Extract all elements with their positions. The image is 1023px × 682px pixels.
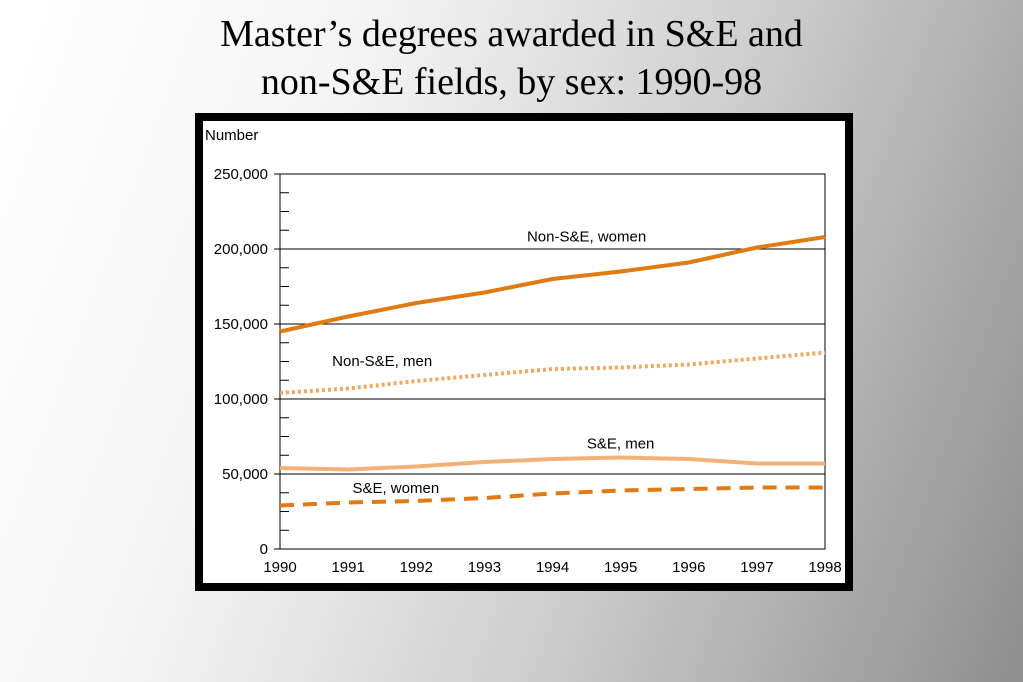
series-label-3: S&E, women bbox=[352, 480, 439, 497]
x-tick-label-4: 1994 bbox=[536, 559, 569, 576]
x-tick-label-3: 1993 bbox=[468, 559, 501, 576]
series-line-1 bbox=[279, 350, 826, 395]
line-chart: Number 0 50,000 100,000 150,000 200,000 250,0… bbox=[205, 127, 842, 576]
y-tick-label-0: 0 bbox=[260, 541, 268, 558]
x-tick-label-6: 1996 bbox=[672, 559, 705, 576]
y-tick-label-5: 250,000 bbox=[214, 166, 268, 183]
series-label-2: S&E, men bbox=[587, 436, 655, 453]
x-tick-label-0: 1990 bbox=[263, 559, 296, 576]
series-label-0: Non-S&E, women bbox=[527, 229, 646, 246]
series-label-1: Non-S&E, men bbox=[332, 353, 432, 370]
series-line-0 bbox=[279, 235, 826, 334]
x-tick-label-2: 1992 bbox=[400, 559, 433, 576]
y-tick-label-3: 150,000 bbox=[214, 316, 268, 333]
y-axis-title: Number bbox=[205, 127, 258, 144]
slide-title-line-2: non-S&E fields, by sex: 1990-98 bbox=[260, 61, 763, 103]
series-line-2 bbox=[279, 455, 825, 472]
x-tick-label-7: 1997 bbox=[740, 559, 773, 576]
slide-title: Master’s degrees awarded in S&E and non-… bbox=[0, 10, 1023, 106]
x-tick-label-8: 1998 bbox=[808, 559, 841, 576]
chart-frame: Number 0 50,000 100,000 150,000 200,000 250,0… bbox=[195, 113, 853, 591]
x-tick-label-1: 1991 bbox=[331, 559, 364, 576]
x-tick-label-5: 1995 bbox=[604, 559, 637, 576]
y-tick-label-4: 200,000 bbox=[214, 241, 268, 258]
chart-panel: Number 0 50,000 100,000 150,000 200,000 250,0… bbox=[203, 121, 845, 583]
y-tick-label-1: 50,000 bbox=[222, 466, 268, 483]
slide-title-line-1: Master’s degrees awarded in S&E and bbox=[220, 13, 803, 55]
y-tick-label-2: 100,000 bbox=[214, 391, 268, 408]
